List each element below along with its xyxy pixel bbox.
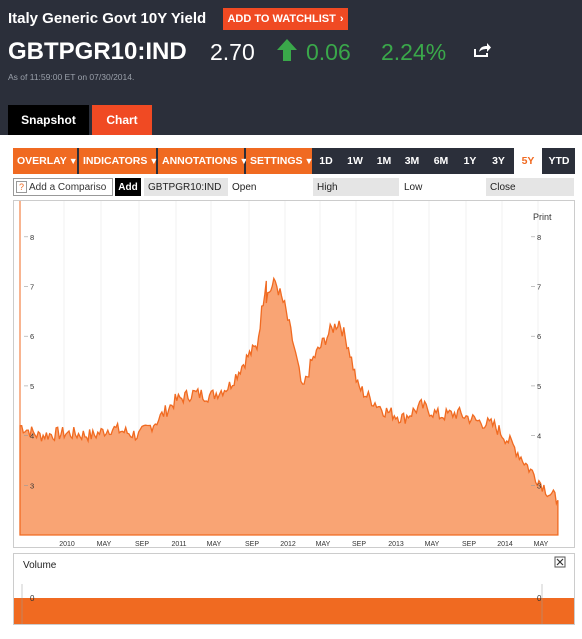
y-tick-label-left: 8 <box>30 233 34 242</box>
compare-input[interactable]: ? Add a Compariso <box>13 178 113 196</box>
x-tick-label: MAY <box>316 541 331 547</box>
x-tick-label: 2013 <box>388 541 404 547</box>
symbol-label: GBTPGR10:IND <box>144 178 228 196</box>
annotations-menu-label: ANNOTATIONS <box>162 155 238 167</box>
x-tick-label: 2011 <box>171 541 186 547</box>
x-tick-label: MAY <box>534 541 549 547</box>
price-chart[interactable]: 3 4 5 6 7 8 3 4 5 6 7 8 2010 MAY SEP 2011 MAY SEP 2012 MA… <box>14 201 574 548</box>
indicators-menu[interactable]: INDICATORS ▼ <box>79 148 159 174</box>
range-1y[interactable]: 1Y <box>463 155 477 167</box>
arrow-up-icon <box>277 39 297 61</box>
settings-menu-label: SETTINGS <box>250 155 303 167</box>
tab-chart[interactable]: Chart <box>92 105 152 135</box>
y-tick-label-right: 3 <box>537 481 541 490</box>
caret-down-icon: ▼ <box>68 156 78 166</box>
volume-y-tick-left: 0 <box>30 594 35 603</box>
print-button[interactable]: Print <box>533 212 552 222</box>
low-label: Low <box>404 181 423 193</box>
y-tick-label-left: 3 <box>30 481 34 490</box>
volume-panel: Volume 0 0 <box>13 553 575 625</box>
help-icon[interactable]: ? <box>16 181 27 193</box>
settings-menu[interactable]: SETTINGS ▼ <box>246 148 314 174</box>
range-ytd[interactable]: YTD <box>548 155 570 167</box>
last-price: 2.70 <box>210 39 255 65</box>
close-label: Close <box>486 178 574 196</box>
price-chart-panel: 3 4 5 6 7 8 3 4 5 6 7 8 2010 MAY SEP 2011 MAY SEP 2012 MA… <box>13 200 575 548</box>
ticker-symbol: GBTPGR10:IND <box>8 38 187 65</box>
close-icon[interactable] <box>554 556 566 568</box>
quote-header: Italy Generic Govt 10Y Yield ADD TO WATC… <box>0 0 582 135</box>
open-label: Open <box>232 181 257 193</box>
y-tick-label-left: 7 <box>30 283 34 292</box>
x-tick-label: SEP <box>245 541 259 547</box>
caret-down-icon: ▼ <box>304 156 314 166</box>
x-tick-label: MAY <box>425 541 440 547</box>
volume-y-tick-right: 0 <box>537 594 542 603</box>
annotations-menu[interactable]: ANNOTATIONS ▼ <box>158 148 248 174</box>
range-1m[interactable]: 1M <box>376 155 392 167</box>
caret-down-icon: ▼ <box>149 156 159 166</box>
x-tick-label: MAY <box>207 541 222 547</box>
range-3y[interactable]: 3Y <box>492 155 505 167</box>
y-tick-label-right: 4 <box>537 432 541 441</box>
security-name: Italy Generic Govt 10Y Yield <box>8 10 207 27</box>
overlay-menu-label: OVERLAY <box>17 155 67 167</box>
x-tick-label: SEP <box>352 541 366 547</box>
compare-placeholder: Add a Compariso <box>29 181 107 193</box>
range-1w[interactable]: 1W <box>347 155 363 167</box>
high-label: High <box>313 178 399 196</box>
volume-bar <box>14 598 574 624</box>
y-tick-label-right: 7 <box>537 283 541 292</box>
y-tick-label-right: 8 <box>537 233 541 242</box>
indicators-menu-label: INDICATORS <box>83 155 148 167</box>
y-tick-label-left: 5 <box>30 382 34 391</box>
y-tick-label-left: 4 <box>30 432 34 441</box>
overlay-menu[interactable]: OVERLAY ▼ <box>13 148 78 174</box>
x-tick-label: 2014 <box>497 541 513 547</box>
x-tick-label: 2010 <box>59 541 75 547</box>
x-tick-label: MAY <box>97 541 112 547</box>
chevron-right-icon: › <box>339 13 344 25</box>
x-tick-label: SEP <box>135 541 149 547</box>
range-1d[interactable]: 1D <box>319 155 333 167</box>
share-icon[interactable] <box>472 40 492 60</box>
volume-label: Volume <box>23 560 57 571</box>
price-area <box>19 276 559 536</box>
y-tick-label-left: 6 <box>30 332 34 341</box>
add-to-watchlist-label: ADD TO WATCHLIST <box>227 13 336 25</box>
caret-down-icon: ▼ <box>239 156 249 166</box>
x-tick-label: 2012 <box>280 541 296 547</box>
percent-change: 2.24% <box>381 39 447 65</box>
y-tick-label-right: 6 <box>537 332 541 341</box>
range-3m[interactable]: 3M <box>404 155 420 167</box>
as-of-timestamp: As of 11:59:00 ET on 07/30/2014. <box>8 72 135 82</box>
price-change: 0.06 <box>306 39 351 65</box>
range-5y[interactable]: 5Y <box>514 148 542 174</box>
y-tick-label-right: 5 <box>537 382 541 391</box>
x-tick-label: SEP <box>462 541 476 547</box>
add-to-watchlist-button[interactable]: ADD TO WATCHLIST › <box>223 8 348 30</box>
tab-snapshot[interactable]: Snapshot <box>8 105 89 135</box>
range-6m[interactable]: 6M <box>433 155 449 167</box>
volume-chart: Volume 0 0 <box>14 556 574 624</box>
add-compare-button[interactable]: Add <box>115 178 141 196</box>
